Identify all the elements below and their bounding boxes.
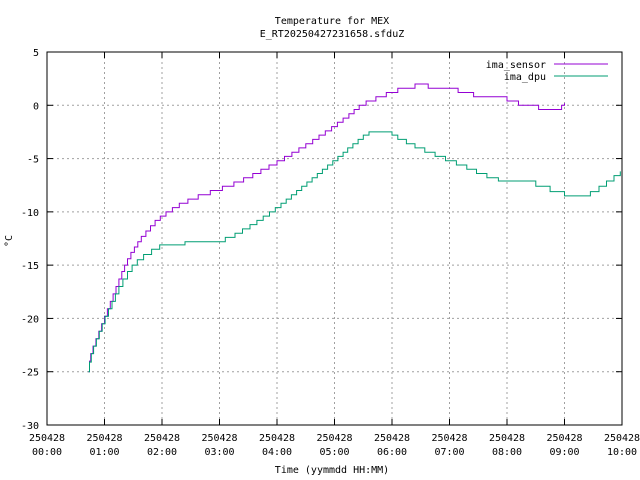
x-tick-label-date: 250428 [546, 433, 582, 444]
x-tick-label-date: 250428 [259, 433, 295, 444]
series-line-ima-dpu [88, 131, 621, 373]
x-tick-label-time: 02:00 [147, 447, 177, 458]
y-tick-label: -30 [21, 421, 39, 432]
y-tick-label: -15 [21, 261, 39, 272]
y-tick-label: -5 [27, 155, 39, 166]
x-tick-label-time: 08:00 [492, 447, 522, 458]
x-tick-label-date: 250428 [86, 433, 122, 444]
x-tick-label-time: 00:00 [32, 447, 62, 458]
x-tick-label-date: 250428 [489, 433, 525, 444]
series-layer [88, 83, 621, 373]
x-tick-label-time: 10:00 [607, 447, 637, 458]
legend-label: ima_dpu [504, 72, 546, 83]
chart-title: Temperature for MEX [275, 16, 389, 27]
y-tick-labels: -30 -25 -20 -15 -10 -5 0 5 [21, 48, 39, 432]
axis-ticks [46, 51, 623, 426]
x-tick-label-time: 04:00 [262, 447, 292, 458]
x-tick-label-time: 03:00 [204, 447, 234, 458]
x-tick-labels: 250428 00:00 250428 01:00 250428 02:00 250428 0… [29, 433, 640, 458]
legend-label: ima_sensor [486, 60, 546, 71]
y-axis-label: °C [4, 235, 15, 247]
y-tick-label: 5 [33, 48, 39, 59]
y-tick-label: -20 [21, 314, 39, 325]
y-tick-label: -25 [21, 368, 39, 379]
x-tick-label-time: 05:00 [319, 447, 349, 458]
chart-subtitle: E_RT20250427231658.sfduZ [260, 29, 405, 40]
x-tick-label-time: 06:00 [377, 447, 407, 458]
x-tick-label-date: 250428 [604, 433, 640, 444]
grid [47, 52, 622, 425]
x-tick-label-time: 07:00 [434, 447, 464, 458]
x-tick-label-time: 09:00 [549, 447, 579, 458]
series-line-ima-sensor [88, 83, 565, 373]
x-tick-label-date: 250428 [201, 433, 237, 444]
x-tick-label-date: 250428 [29, 433, 65, 444]
y-tick-label: -10 [21, 208, 39, 219]
x-tick-label-date: 250428 [374, 433, 410, 444]
x-tick-label-date: 250428 [144, 433, 180, 444]
x-tick-label-date: 250428 [316, 433, 352, 444]
x-tick-label-time: 01:00 [89, 447, 119, 458]
y-tick-label: 0 [33, 101, 39, 112]
x-tick-label-date: 250428 [431, 433, 467, 444]
x-axis-label: Time (yymmdd HH:MM) [275, 465, 389, 476]
